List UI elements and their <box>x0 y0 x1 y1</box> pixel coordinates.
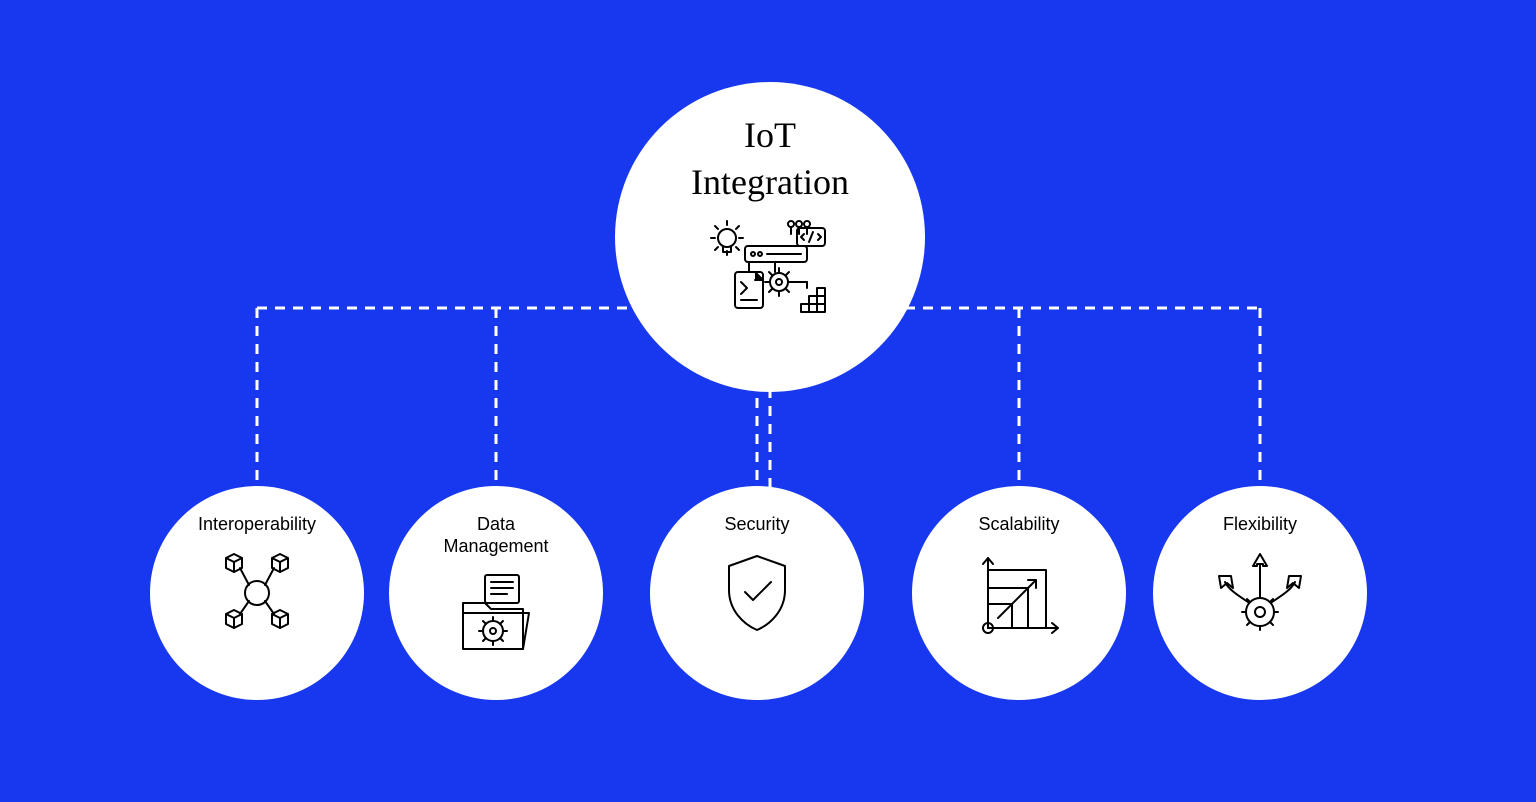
child-node-scalability: Scalability <box>912 486 1126 700</box>
child-label: Security <box>724 514 789 536</box>
diagram-canvas: IoT Integration <box>0 0 1536 802</box>
data-management-icon <box>451 569 541 659</box>
security-icon <box>717 548 797 638</box>
main-node-title: IoT Integration <box>691 112 849 206</box>
child-label: Interoperability <box>198 514 316 536</box>
main-node-title-line2: Integration <box>691 162 849 202</box>
main-node-title-line1: IoT <box>744 115 796 155</box>
child-label: Flexibility <box>1223 514 1297 536</box>
iot-integration-icon <box>705 216 835 316</box>
child-node-interoperability: Interoperability <box>150 486 364 700</box>
interoperability-icon <box>212 548 302 638</box>
scalability-icon <box>974 548 1064 638</box>
child-node-security: Security <box>650 486 864 700</box>
child-node-data-management: Data Management <box>389 486 603 700</box>
flexibility-icon <box>1215 548 1305 638</box>
child-label: Data Management <box>443 514 548 557</box>
main-node-iot-integration: IoT Integration <box>615 82 925 392</box>
child-node-flexibility: Flexibility <box>1153 486 1367 700</box>
child-label: Scalability <box>978 514 1059 536</box>
